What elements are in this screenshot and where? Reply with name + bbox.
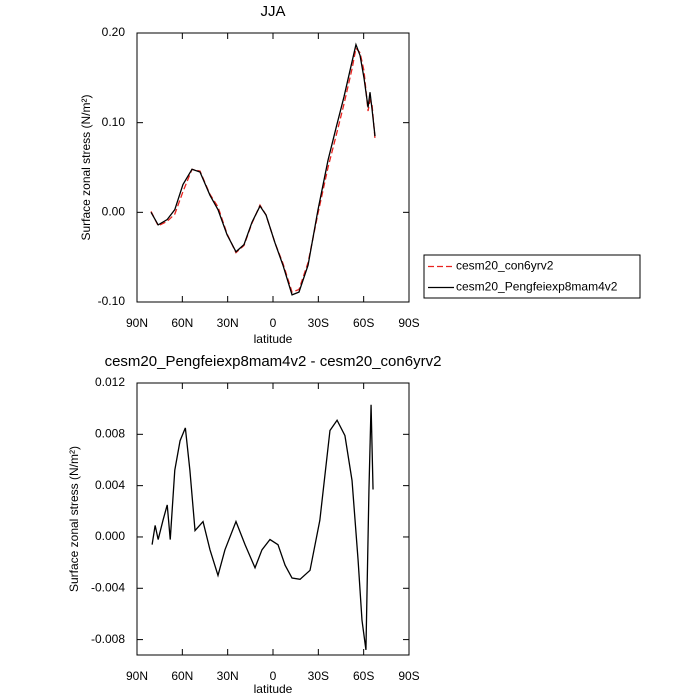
y-tick-label: -0.008 xyxy=(91,632,125,646)
y-tick-label: -0.004 xyxy=(91,580,125,594)
y-tick-label: 0.000 xyxy=(95,529,125,543)
chart-title: JJA xyxy=(260,3,285,20)
y-tick-label: 0.00 xyxy=(102,205,126,219)
plot-frame xyxy=(136,32,410,303)
y-axis-label: Surface zonal stress (N/m²) xyxy=(79,94,93,240)
y-tick-label: 0.20 xyxy=(102,25,126,39)
x-tick-label: 60N xyxy=(171,669,193,683)
y-tick-label: 0.008 xyxy=(95,426,125,440)
chart-title: cesm20_Pengfeiexp8mam4v2 - cesm20_con6yr… xyxy=(105,353,442,370)
x-tick-label: 90N xyxy=(126,669,148,683)
y-tick-label: 0.10 xyxy=(102,115,126,129)
series-line xyxy=(150,42,376,296)
x-tick-label: 90S xyxy=(398,316,419,330)
x-tick-label: 30N xyxy=(217,316,239,330)
x-tick-label: 0 xyxy=(270,316,277,330)
legend-label: cesm20_Pengfeiexp8mam4v2 xyxy=(456,280,618,294)
x-tick-label: 60S xyxy=(353,669,374,683)
x-axis-label: latitude xyxy=(254,682,293,696)
x-tick-label: 0 xyxy=(270,669,277,683)
legend-label: cesm20_con6yrv2 xyxy=(456,259,554,273)
y-axis-label: Surface zonal stress (N/m²) xyxy=(67,446,81,592)
y-tick-label: 0.004 xyxy=(95,478,125,492)
x-tick-label: 90N xyxy=(126,316,148,330)
x-tick-label: 30S xyxy=(308,316,329,330)
legend-box xyxy=(423,254,641,299)
y-tick-label: 0.012 xyxy=(95,375,125,389)
x-tick-label: 30N xyxy=(217,669,239,683)
series-line xyxy=(151,404,374,650)
y-tick-label: -0.10 xyxy=(98,294,126,308)
x-tick-label: 60S xyxy=(353,316,374,330)
x-tick-label: 60N xyxy=(171,316,193,330)
x-tick-label: 90S xyxy=(398,669,419,683)
x-tick-label: 30S xyxy=(308,669,329,683)
x-axis-label: latitude xyxy=(254,332,293,346)
series-line xyxy=(150,46,376,293)
